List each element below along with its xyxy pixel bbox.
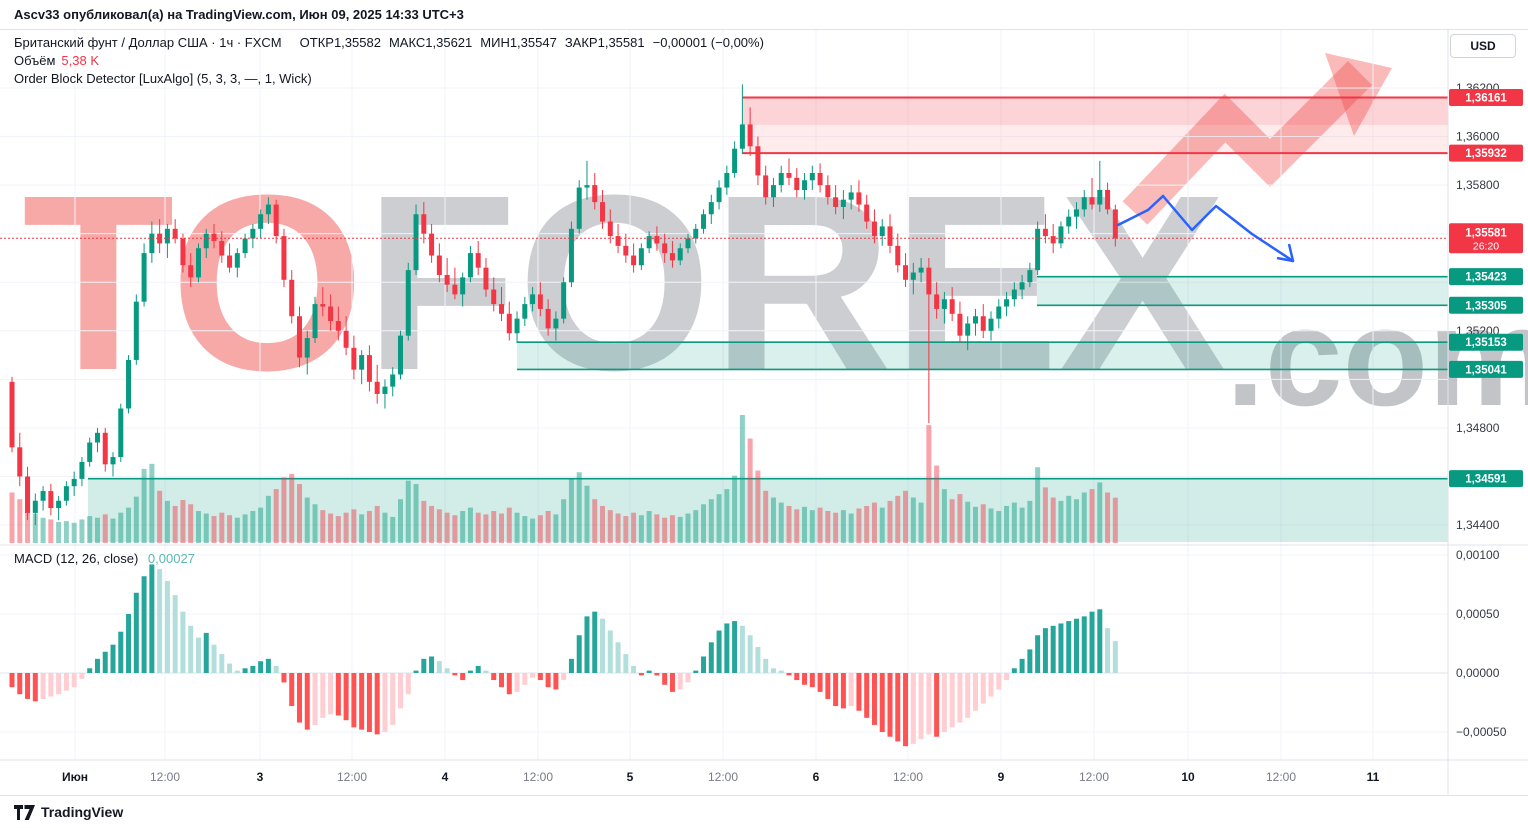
indicator-title[interactable]: Order Block Detector [LuxAlgo] (5, 3, 3,… (14, 71, 312, 86)
svg-text:−0,00050: −0,00050 (1456, 725, 1507, 739)
svg-text:1,35153: 1,35153 (1465, 337, 1507, 349)
svg-text:1,35800: 1,35800 (1456, 178, 1500, 192)
macd-name[interactable]: MACD (14, 551, 53, 566)
svg-text:4: 4 (442, 770, 449, 784)
publication-text: Ascv33 опубликовал(а) на TradingView.com… (14, 7, 464, 22)
svg-text:12:00: 12:00 (150, 770, 180, 784)
svg-text:11: 11 (1367, 770, 1380, 784)
low-label: МИН (480, 35, 510, 50)
macd-params: (12, 26, close) (55, 551, 139, 566)
volume-value: 5,38 K (61, 53, 100, 68)
low-value: 1,35547 (509, 35, 557, 50)
symbol-title[interactable]: Британский фунт / Доллар США · 1ч · FXCM (14, 35, 282, 50)
svg-text:12:00: 12:00 (708, 770, 738, 784)
price-change: −0,00001 (−0,00%) (652, 35, 764, 50)
indicator-row: Order Block Detector [LuxAlgo] (5, 3, 3,… (14, 70, 764, 88)
svg-text:1,35932: 1,35932 (1465, 148, 1507, 160)
currency-button[interactable]: USD (1450, 34, 1516, 58)
svg-text:1,34400: 1,34400 (1456, 518, 1500, 532)
svg-text:1,36000: 1,36000 (1456, 130, 1500, 144)
svg-text:12:00: 12:00 (893, 770, 923, 784)
volume-label[interactable]: Объём (14, 53, 56, 68)
svg-text:0,00000: 0,00000 (1456, 666, 1500, 680)
svg-text:9: 9 (998, 770, 1005, 784)
svg-text:0,00100: 0,00100 (1456, 548, 1500, 562)
svg-text:1,34800: 1,34800 (1456, 421, 1500, 435)
svg-text:0,00050: 0,00050 (1456, 607, 1500, 621)
svg-text:1,34591: 1,34591 (1465, 474, 1507, 486)
open-value: 1,35582 (333, 35, 381, 50)
svg-text:5: 5 (627, 770, 634, 784)
svg-text:12:00: 12:00 (337, 770, 367, 784)
svg-text:1,35305: 1,35305 (1465, 300, 1507, 312)
svg-text:26:20: 26:20 (1473, 240, 1499, 252)
tradingview-mark-icon (14, 804, 35, 820)
svg-text:1,35041: 1,35041 (1465, 364, 1507, 376)
svg-text:1,36161: 1,36161 (1465, 92, 1507, 104)
svg-text:1,35423: 1,35423 (1465, 272, 1507, 284)
tradingview-logo[interactable]: TradingView (14, 804, 123, 820)
svg-text:1,35581: 1,35581 (1465, 227, 1507, 239)
bottom-toolbar: TradingView (0, 795, 1528, 828)
volume-row: Объём 5,38 K (14, 52, 764, 70)
close-value: 1,35581 (597, 35, 645, 50)
macd-value: 0,00027 (147, 551, 195, 566)
high-value: 1,35621 (425, 35, 473, 50)
macd-legend: MACD (12, 26, close) 0,00027 (14, 551, 195, 566)
price-chart-canvas[interactable]: 1,362001,360001,358001,352001,348001,344… (0, 30, 1528, 795)
svg-text:12:00: 12:00 (1266, 770, 1296, 784)
svg-text:12:00: 12:00 (1079, 770, 1109, 784)
tradingview-brand-text: TradingView (41, 804, 124, 820)
price-axis[interactable] (1448, 30, 1528, 760)
svg-text:3: 3 (257, 770, 264, 784)
close-label: ЗАКР (564, 35, 598, 50)
svg-text:12:00: 12:00 (523, 770, 553, 784)
high-label: МАКС (388, 35, 426, 50)
svg-text:Июн: Июн (62, 770, 88, 784)
svg-text:6: 6 (813, 770, 820, 784)
publication-bar: Ascv33 опубликовал(а) на TradingView.com… (0, 0, 1528, 30)
watermark-arrow-icon (1122, 53, 1392, 225)
chart-area: TOFOREX.com 1,36200 1,36000 1,35800 1,35200… (0, 30, 1528, 795)
chart-legend: Британский фунт / Доллар США · 1ч · FXCM… (14, 34, 764, 88)
open-label: ОТКР (299, 35, 334, 50)
svg-text:10: 10 (1181, 770, 1195, 784)
time-axis[interactable] (0, 760, 1448, 795)
symbol-row: Британский фунт / Доллар США · 1ч · FXCM… (14, 34, 764, 52)
